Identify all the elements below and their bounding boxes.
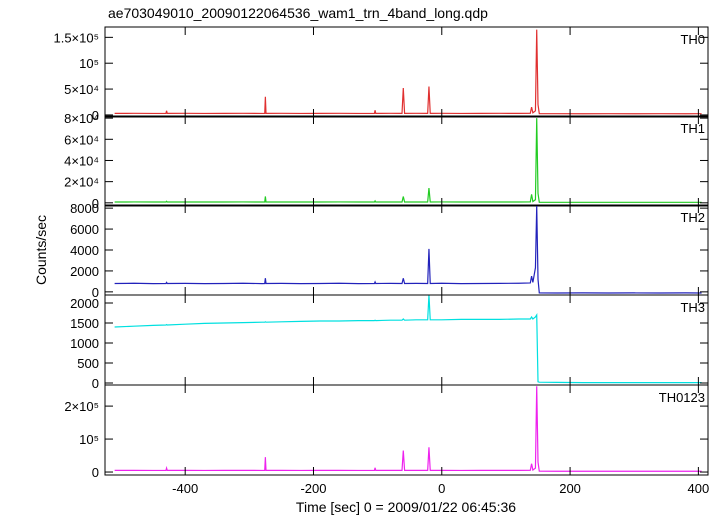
- light-curve: [114, 29, 702, 115]
- light-curve: [114, 295, 702, 384]
- panel-frame: [104, 294, 709, 386]
- light-curve: [114, 386, 702, 472]
- y-tick-label: 6×10⁴: [64, 132, 99, 147]
- y-tick-label: 0: [92, 108, 99, 123]
- light-curve: [114, 118, 702, 203]
- y-tick-label: 0: [92, 196, 99, 211]
- y-axis-label: Counts/sec: [33, 215, 49, 285]
- y-tick-label: 8×10⁴: [64, 111, 99, 126]
- x-tick-label: -200: [300, 481, 326, 496]
- y-tick-label: 500: [77, 356, 99, 371]
- x-tick-label: 400: [688, 481, 710, 496]
- y-tick-label: 0: [92, 376, 99, 391]
- panel-label: TH2: [680, 210, 705, 225]
- y-tick-label: 1500: [70, 316, 99, 331]
- y-tick-label: 0: [92, 285, 99, 300]
- x-axis-label: Time [sec] 0 = 2009/01/22 06:45:36: [296, 499, 516, 515]
- y-tick-label: 6000: [70, 222, 99, 237]
- panel-frame: [104, 115, 709, 207]
- y-tick-label: 2×10⁵: [64, 399, 99, 414]
- panel-label: TH0123: [659, 390, 705, 405]
- y-tick-label: 2000: [70, 296, 99, 311]
- y-tick-label: 0: [92, 465, 99, 480]
- x-tick-label: 0: [438, 481, 445, 496]
- y-tick-label: 8000: [70, 201, 99, 216]
- y-tick-label: 4000: [70, 243, 99, 258]
- y-tick-label: 1000: [70, 336, 99, 351]
- panel-label: TH3: [680, 300, 705, 315]
- panel-label: TH0: [680, 32, 705, 47]
- y-tick-label: 1.5×10⁵: [53, 30, 99, 45]
- chart-title: ae703049010_20090122064536_wam1_trn_4ban…: [108, 5, 488, 21]
- y-tick-label: 4×10⁴: [64, 153, 99, 168]
- y-tick-label: 10⁵: [79, 432, 99, 447]
- panel-frame: [104, 26, 709, 118]
- y-tick-label: 2×10⁴: [64, 175, 99, 190]
- panel-label: TH1: [680, 121, 705, 136]
- panel-frame: [104, 384, 709, 476]
- y-tick-label: 10⁵: [79, 56, 99, 71]
- x-tick-label: 200: [559, 481, 581, 496]
- y-tick-label: 5×10⁴: [64, 82, 99, 97]
- light-curve: [114, 206, 702, 294]
- x-tick-label: -400: [172, 481, 198, 496]
- y-tick-label: 2000: [70, 264, 99, 279]
- panel-frame: [104, 204, 709, 296]
